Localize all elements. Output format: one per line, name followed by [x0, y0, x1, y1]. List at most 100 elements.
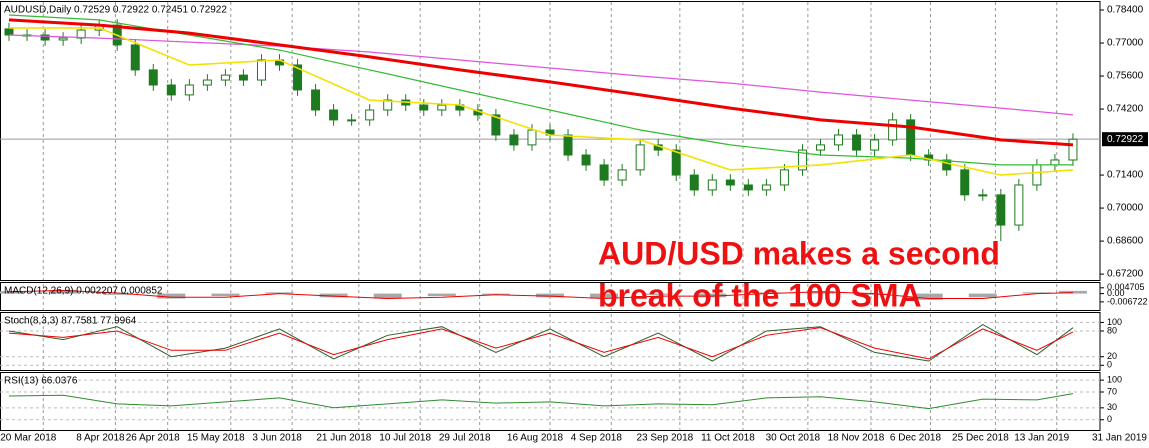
candle-body	[906, 119, 916, 156]
indicator-line	[8, 324, 1074, 362]
y-tick-label: 0.70000	[1107, 203, 1144, 214]
y-tick-label: 0	[1107, 360, 1112, 370]
y-tick-label: 100	[1107, 317, 1122, 327]
x-tick-label: 11 Oct 2018	[701, 433, 755, 444]
candle-body	[978, 194, 988, 197]
candle-body	[888, 119, 898, 141]
indicator-line	[8, 327, 1074, 360]
candle-body	[4, 28, 14, 36]
x-tick-label: 18 Nov 2018	[828, 433, 885, 444]
histogram-bar	[49, 289, 78, 294]
histogram-bar	[265, 292, 294, 294]
x-tick-label: 31 Jan 2019	[1092, 433, 1147, 444]
candle-body	[1014, 184, 1024, 226]
y-tick-label: 0.77000	[1107, 38, 1144, 49]
candle-body	[148, 69, 158, 86]
histogram-bar	[536, 293, 564, 298]
candle-body	[996, 194, 1006, 226]
candle-body	[311, 89, 321, 111]
candle-body	[942, 159, 952, 171]
histogram-bar	[1022, 292, 1051, 294]
candle-body	[581, 154, 591, 166]
candle-body	[743, 184, 753, 191]
candle-body	[671, 149, 681, 176]
candle-body	[599, 164, 609, 181]
x-tick-label: 30 Oct 2018	[766, 433, 821, 444]
candle-body	[220, 74, 230, 81]
annotation: break of the 100 SMA	[598, 277, 922, 313]
candle-body	[617, 169, 627, 181]
candle-body	[1032, 164, 1042, 186]
y-tick-label: -0.006722	[1107, 296, 1148, 306]
indicator-line	[8, 393, 1074, 410]
candle-body	[725, 179, 735, 186]
x-tick-label: 21 Jun 2018	[316, 433, 371, 444]
candle-body	[635, 144, 645, 171]
candle-body	[130, 44, 140, 71]
histogram-bar	[373, 293, 402, 299]
histogram-bar	[590, 293, 619, 299]
price-label: 0.72922	[1107, 134, 1144, 145]
x-tick-label: 3 Jun 2018	[252, 433, 302, 444]
annotation: AUD/USD makes a second	[598, 235, 1000, 271]
histogram-bar	[157, 293, 186, 299]
candle-body	[256, 59, 266, 81]
histogram-bar	[752, 292, 781, 294]
x-tick-label: 26 Apr 2018	[126, 433, 180, 444]
candle-body	[509, 134, 519, 146]
indicator-line	[8, 18, 1074, 147]
indicator-line	[8, 289, 1074, 300]
histogram-bar	[806, 291, 835, 294]
price-label-box	[1102, 132, 1148, 147]
candle-body	[761, 184, 771, 191]
candle-body	[563, 134, 573, 156]
candle-body	[1050, 159, 1060, 166]
x-tick-label: 23 Sep 2018	[636, 433, 693, 444]
panel-title: Stoch(8,3,3) 87.7581 77.9964	[4, 316, 137, 327]
y-tick-label: 80	[1107, 325, 1117, 335]
candle-body	[40, 34, 50, 41]
candle-body	[797, 149, 807, 171]
candle-body	[58, 37, 68, 41]
indicator-line	[8, 14, 1073, 166]
y-tick-label: 0	[1107, 414, 1112, 424]
panel-frame	[0, 282, 1101, 311]
panel-frame	[0, 312, 1101, 371]
candle-body	[707, 179, 717, 191]
y-tick-label: 0.75600	[1107, 71, 1144, 82]
y-tick-label: 0.74200	[1107, 104, 1144, 115]
histogram-bar	[0, 291, 24, 294]
panel-frame	[0, 1, 1101, 281]
candle-body	[184, 84, 194, 96]
histogram-bar	[698, 293, 727, 298]
candle-body	[293, 64, 303, 91]
panel-title: RSI(13) 66.0376	[4, 376, 78, 387]
candle-body	[419, 104, 429, 111]
y-tick-label: 0.00	[1107, 288, 1125, 298]
candle-body	[166, 84, 176, 96]
y-tick-label: 0.78400	[1107, 5, 1144, 16]
x-tick-label: 4 Sep 2018	[571, 433, 623, 444]
x-tick-label: 10 Jul 2018	[379, 433, 431, 444]
histogram-bar	[860, 293, 889, 295]
x-tick-label: 16 Aug 2018	[507, 433, 564, 444]
x-tick-label: 13 Jan 2019	[1014, 433, 1069, 444]
x-tick-label: 6 Dec 2018	[890, 433, 942, 444]
candle-body	[834, 134, 844, 146]
histogram-bar	[103, 293, 132, 295]
x-tick-label: 15 May 2018	[187, 433, 245, 444]
histogram-bar	[319, 293, 348, 298]
histogram-bar	[968, 293, 997, 298]
y-tick-label: 70	[1107, 386, 1117, 396]
y-tick-label: 30	[1107, 402, 1117, 412]
panel-frame	[0, 372, 1101, 431]
candle-body	[870, 139, 880, 151]
y-tick-label: 0.71400	[1107, 170, 1144, 181]
x-tick-label: 8 Apr 2018	[76, 433, 125, 444]
y-tick-label: 20	[1107, 351, 1117, 361]
y-tick-label: 0.004705	[1107, 282, 1145, 292]
candle-body	[347, 119, 357, 122]
candle-body	[365, 109, 375, 121]
